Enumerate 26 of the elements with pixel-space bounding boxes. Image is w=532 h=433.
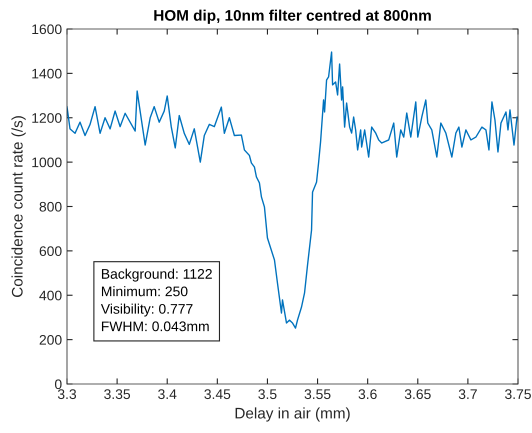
- chart-title: HOM dip, 10nm filter centred at 800nm: [154, 10, 431, 24]
- y-tick-label: 400: [39, 290, 62, 300]
- y-tick-label: 800: [40, 202, 62, 212]
- y-tick-label: 0: [54, 379, 62, 390]
- x-tick-label: 3.35: [104, 389, 130, 400]
- x-axis-title: Delay in air (mm): [236, 407, 350, 422]
- x-tick-label: 3.4: [158, 389, 176, 400]
- annotation: Background: 1122: [102, 268, 212, 282]
- x-tick-label: 3.7: [458, 389, 477, 400]
- y-axis-title: Coincidence count rate (/s): [11, 116, 26, 298]
- annotation: Minimum: 250: [102, 286, 188, 296]
- x-tick-label: 3.5: [258, 389, 277, 400]
- y-tick-label: 1600: [32, 24, 62, 34]
- x-tick-label: 3.55: [304, 389, 330, 400]
- y-tick-label: 1000: [32, 157, 62, 168]
- y-tick-label: 200: [40, 334, 62, 345]
- y-tick-label: 1200: [32, 113, 62, 123]
- x-tick-label: 3.3: [58, 389, 76, 400]
- x-tick-label: 3.6: [358, 389, 377, 400]
- x-tick-label: 3.75: [505, 389, 531, 400]
- x-tick-label: 3.65: [404, 389, 431, 400]
- annotation: Visibility: 0.777: [100, 304, 193, 317]
- x-tick-label: 3.45: [204, 389, 230, 400]
- y-tick-label: 600: [40, 246, 62, 256]
- y-tick-label: 1400: [32, 68, 62, 79]
- annotation: FWHM: 0.043mm: [102, 321, 209, 332]
